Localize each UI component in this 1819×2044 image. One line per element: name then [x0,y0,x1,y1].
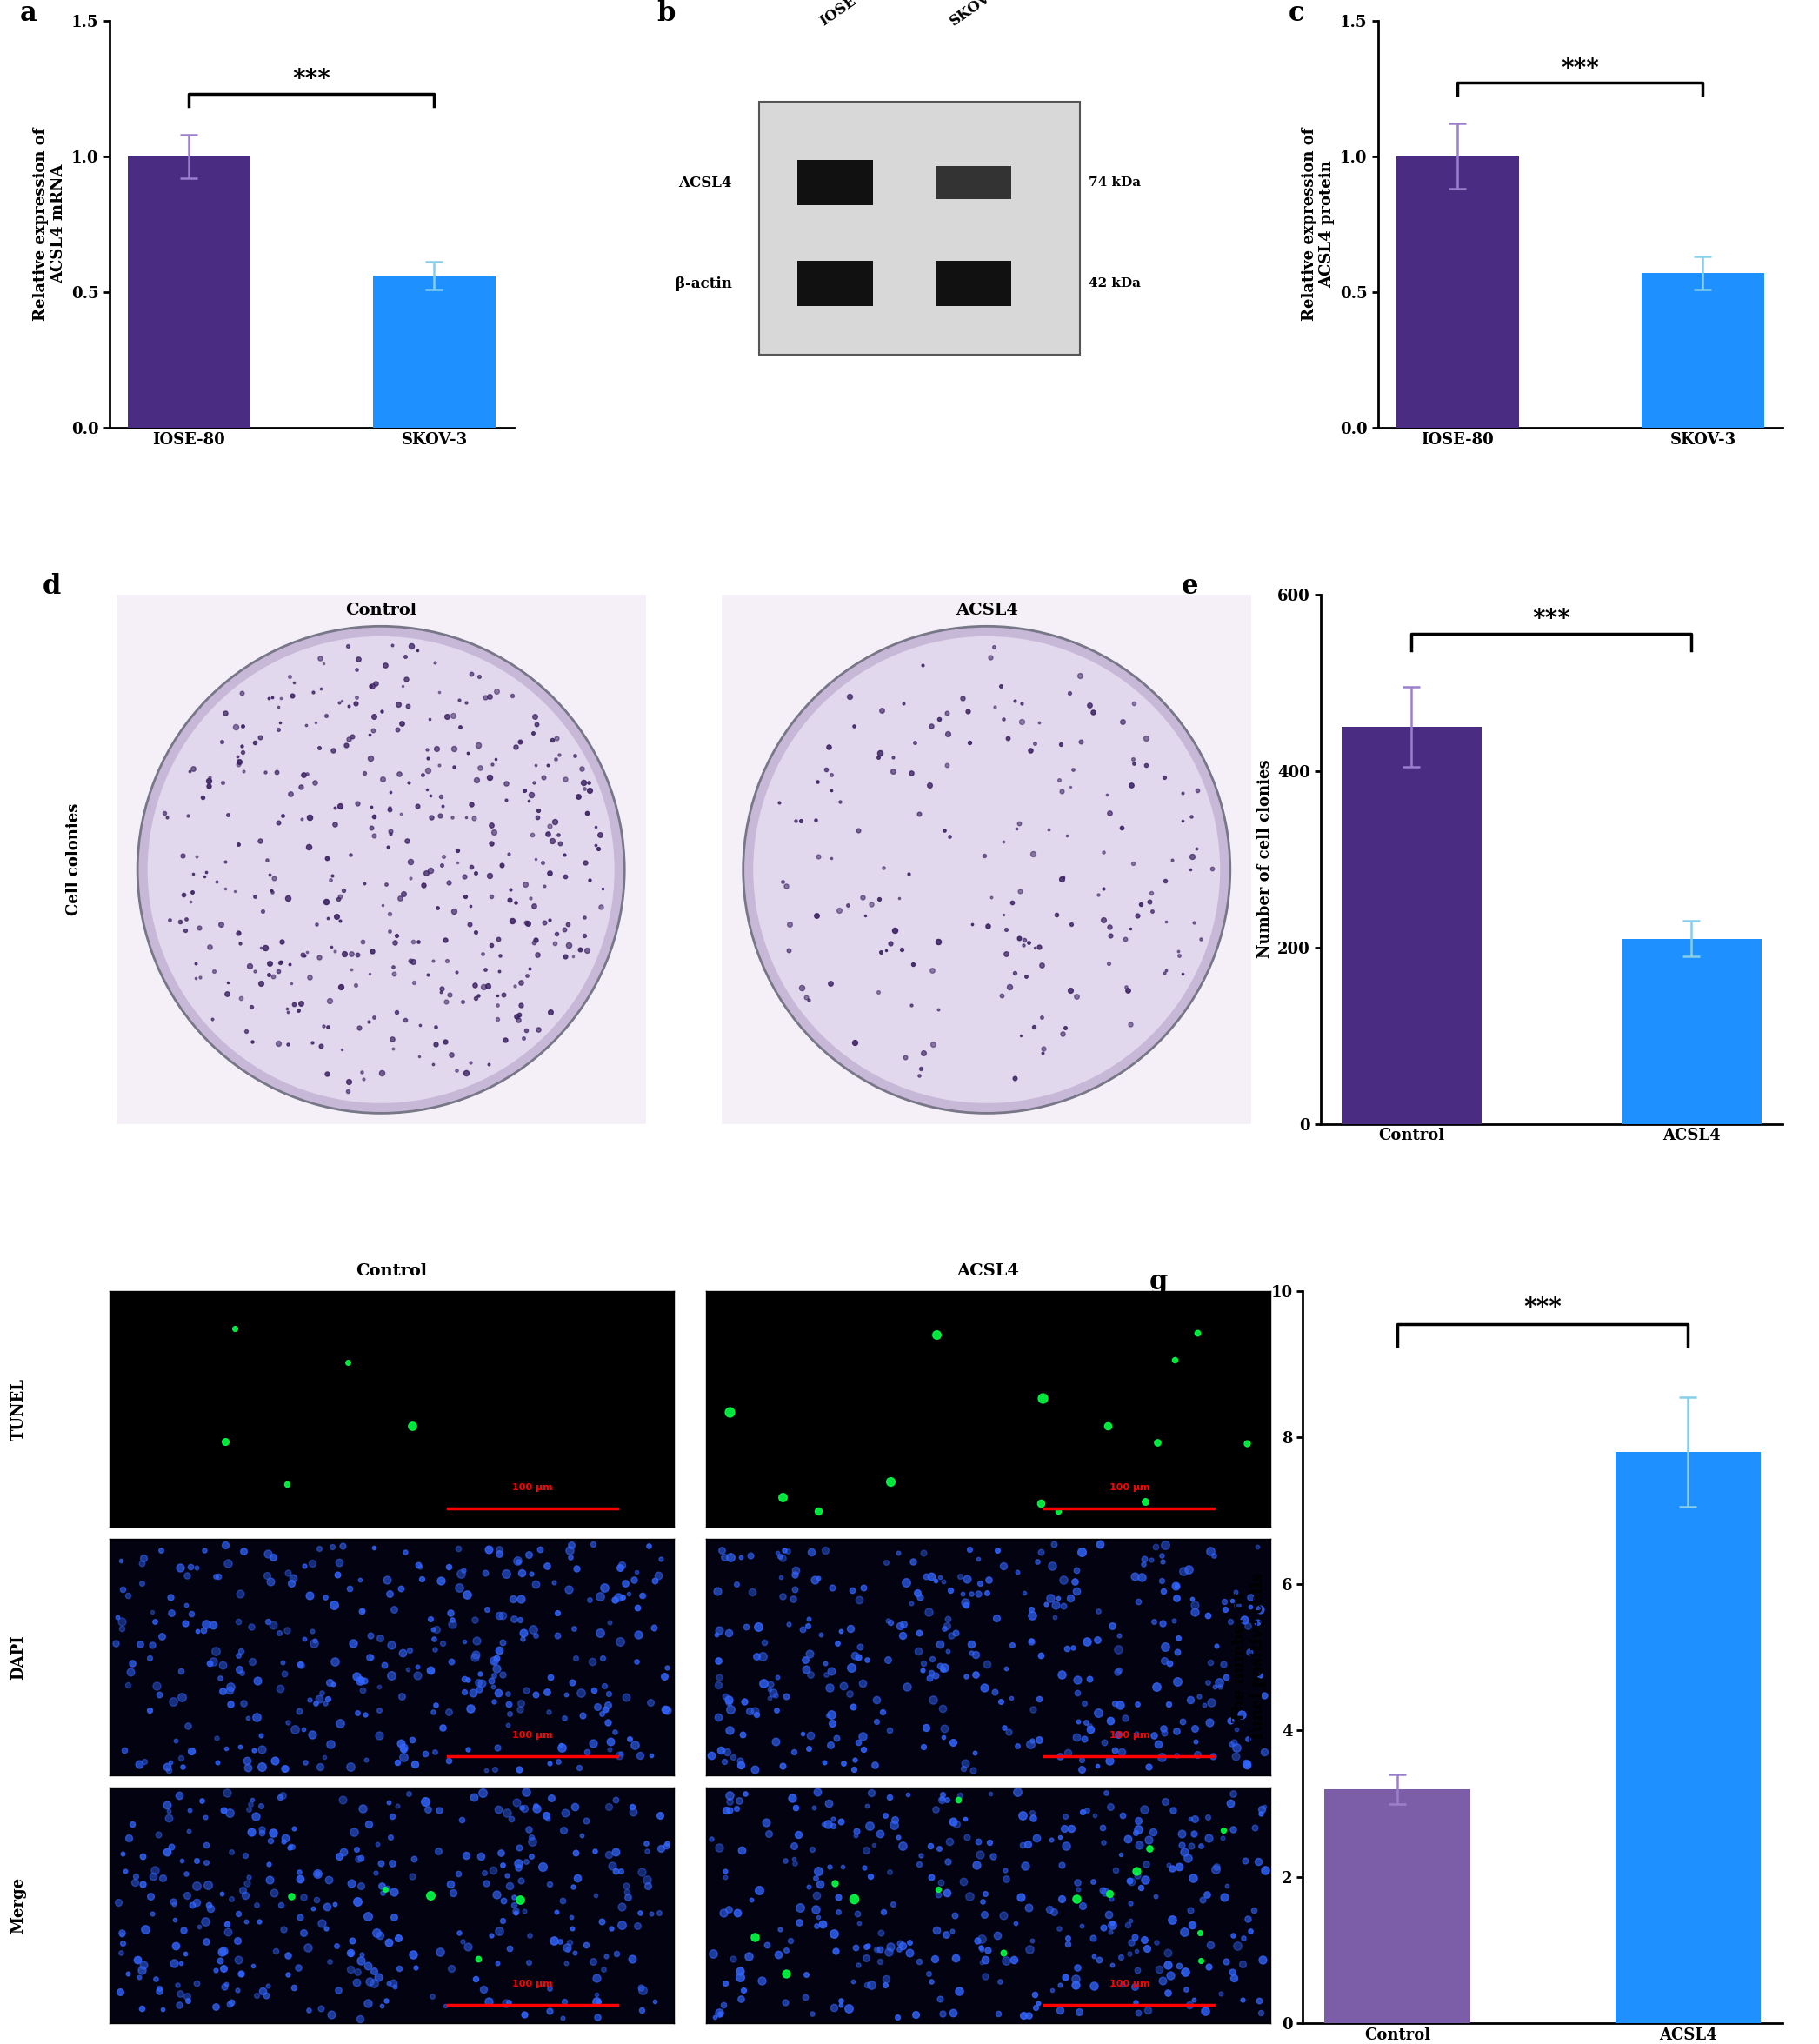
Y-axis label: Relative expression of
ACSL4 protein: Relative expression of ACSL4 protein [1301,127,1335,321]
Text: e: e [1182,572,1199,601]
Y-axis label: Number of cell clonies: Number of cell clonies [1257,760,1273,959]
Text: g: g [1150,1269,1168,1296]
Circle shape [753,636,1221,1104]
Text: 74 kDa: 74 kDa [1088,176,1141,188]
Text: c: c [1288,0,1304,27]
Text: ACSL4: ACSL4 [678,176,731,190]
Bar [1615,1451,1761,2024]
Bar [1621,938,1761,1124]
Text: 100 μm: 100 μm [1110,1731,1150,1739]
Bar [1324,1788,1470,2024]
Bar [1397,155,1519,427]
Text: a: a [20,0,36,27]
Bar [935,166,1011,198]
Y-axis label: Relative expression of
ACSL4 mRNA: Relative expression of ACSL4 mRNA [33,127,67,321]
Text: 100 μm: 100 μm [1110,1484,1150,1492]
Text: SKOV-3: SKOV-3 [948,0,1006,29]
Text: ***: *** [1532,607,1570,632]
Circle shape [138,625,624,1114]
Text: b: b [657,0,675,27]
Text: 42 kDa: 42 kDa [1088,278,1141,290]
Bar [797,262,873,307]
Circle shape [744,625,1230,1114]
Text: 100 μm: 100 μm [513,1731,553,1739]
Text: Cell colonies: Cell colonies [65,803,82,916]
Text: ***: *** [1561,57,1599,82]
Bar [127,155,251,427]
Bar [1641,272,1764,427]
Text: d: d [42,572,60,601]
Text: 100 μm: 100 μm [1110,1979,1150,1989]
Bar [935,262,1011,307]
Bar [797,159,873,204]
Circle shape [147,636,615,1104]
Text: ACSL4: ACSL4 [957,1263,1019,1280]
Text: 100 μm: 100 μm [513,1484,553,1492]
Text: Control: Control [346,603,417,617]
Y-axis label: The number of
Tunel positive cells: The number of Tunel positive cells [1231,1572,1266,1741]
Text: Control: Control [357,1263,427,1280]
Bar [373,276,495,427]
Text: TUNEL: TUNEL [11,1378,27,1441]
Bar [759,102,1079,354]
Text: IOSE-80: IOSE-80 [817,0,880,29]
Text: DAPI: DAPI [11,1635,27,1680]
Text: β-actin: β-actin [675,276,731,290]
Text: ***: *** [1524,1296,1563,1320]
Bar [1341,728,1481,1124]
Text: Merge: Merge [11,1876,27,1934]
Text: ***: *** [293,67,331,92]
Text: 100 μm: 100 μm [513,1979,553,1989]
Text: ACSL4: ACSL4 [955,603,1019,617]
